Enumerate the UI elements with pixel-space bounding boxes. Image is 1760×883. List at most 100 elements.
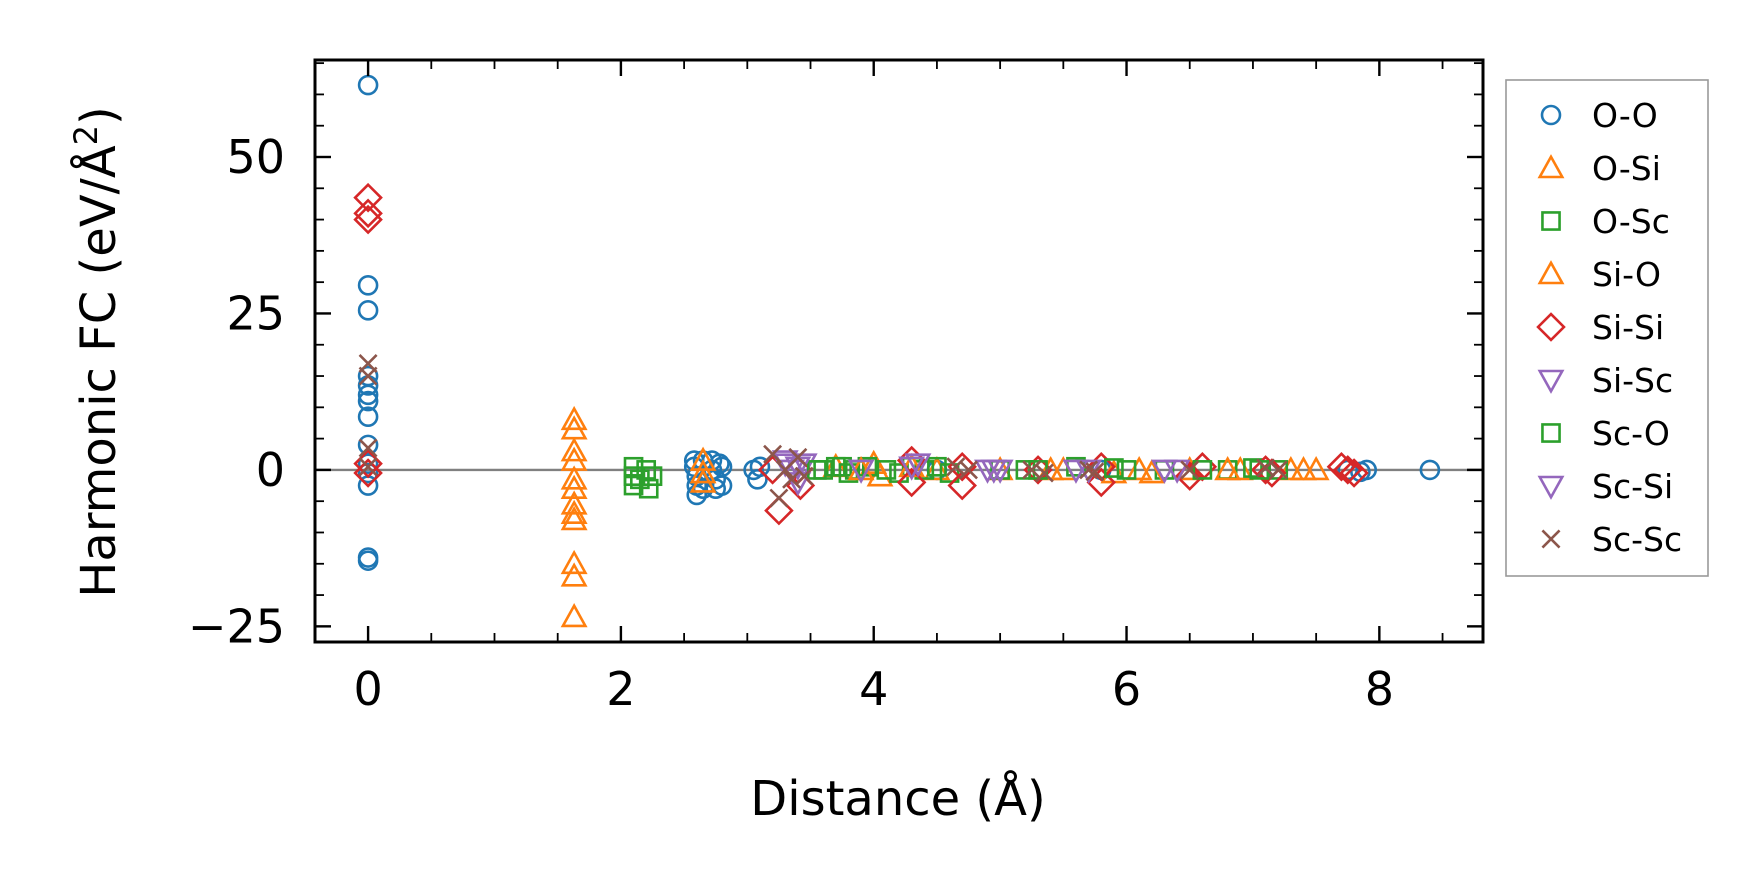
data-point-o-sc xyxy=(857,456,878,477)
y-tick-label: 0 xyxy=(256,443,285,497)
data-point-sc-sc xyxy=(788,447,808,467)
data-point-o-o xyxy=(749,456,771,478)
data-point-si-si xyxy=(1339,458,1369,488)
data-point-o-si xyxy=(560,465,588,490)
data-point-si-si xyxy=(353,458,383,488)
x-tick-label: 8 xyxy=(1365,662,1394,716)
legend-marker-o-si xyxy=(1537,154,1565,179)
data-point-sc-sc xyxy=(1034,463,1054,483)
data-point-o-si xyxy=(560,490,588,515)
data-point-o-o xyxy=(747,468,768,490)
data-point-si-sc xyxy=(898,456,926,481)
data-point-o-sc xyxy=(623,475,644,496)
data-point-o-sc xyxy=(1243,458,1263,478)
data-point-sc-sc xyxy=(769,488,789,508)
legend-marker-sc-sc xyxy=(1541,529,1561,549)
data-point-si-si xyxy=(1086,467,1117,498)
data-point-o-sc xyxy=(638,478,659,499)
data-point-sc-o xyxy=(927,456,947,477)
data-point-sc-o xyxy=(806,460,827,480)
x-tick-label: 4 xyxy=(859,662,888,716)
legend-marker-sc-o xyxy=(1541,423,1561,443)
data-point-o-o xyxy=(686,484,708,506)
data-point-o-si xyxy=(1125,455,1153,481)
data-point-si-sc xyxy=(847,459,875,484)
data-point-o-o xyxy=(357,406,379,428)
y-axis-label-superscript: 2 xyxy=(67,125,105,145)
y-tick-label: 25 xyxy=(226,286,285,340)
data-points xyxy=(353,74,1441,628)
data-point-si-sc xyxy=(790,453,818,478)
data-point-o-o xyxy=(357,453,379,474)
data-point-si-si xyxy=(353,204,383,235)
legend: O-O O-Si O-Sc Si-O Si-Si Si-Sc Sc-O Sc-Si Sc-Sc xyxy=(1505,79,1709,577)
data-point-si-si xyxy=(764,495,794,526)
data-point-sc-sc xyxy=(1079,460,1099,480)
data-point-o-si xyxy=(560,603,588,628)
legend-label-o-si: O-Si xyxy=(1592,149,1661,188)
data-point-o-o xyxy=(357,300,379,321)
data-point-si-si xyxy=(896,445,927,476)
data-point-o-si xyxy=(560,499,588,525)
data-point-sc-sc xyxy=(946,457,966,477)
data-point-o-o xyxy=(357,384,379,406)
data-point-o-si xyxy=(560,474,588,499)
data-point-sc-sc xyxy=(358,366,378,386)
legend-marker-o-o xyxy=(1540,104,1562,126)
data-point-o-sc xyxy=(642,466,663,487)
legend-label-sc-o: Sc-O xyxy=(1592,414,1670,453)
data-point-sc-sc xyxy=(763,444,783,464)
data-point-sc-si xyxy=(980,459,1008,484)
x-tick-label: 0 xyxy=(353,662,382,716)
data-point-si-o xyxy=(1214,455,1242,481)
legend-label-o-sc: O-Sc xyxy=(1592,202,1670,241)
x-tick-label: 6 xyxy=(1112,662,1141,716)
data-point-o-si xyxy=(560,405,588,431)
data-point-si-o xyxy=(1138,459,1166,484)
data-point-si-si xyxy=(896,467,927,498)
data-point-o-si xyxy=(560,549,588,575)
data-point-sc-sc xyxy=(1180,460,1200,480)
legend-marker-si-o xyxy=(1537,260,1565,285)
x-axis-label: Distance (Å) xyxy=(750,770,1045,827)
data-point-si-si xyxy=(1332,455,1363,485)
legend-marker-o-sc xyxy=(1541,211,1561,231)
y-axis-label-close: ) xyxy=(71,106,127,125)
data-point-sc-si xyxy=(904,453,932,478)
data-point-o-sc xyxy=(939,463,960,483)
data-point-sc-sc xyxy=(1085,462,1105,482)
data-point-o-o xyxy=(357,74,379,96)
data-point-o-o xyxy=(357,390,379,412)
axes: 0 2 4 6 8 −25 0 25 50 xyxy=(188,58,1485,716)
data-point-o-si xyxy=(560,437,588,462)
data-point-sc-sc xyxy=(358,438,378,458)
legend-marker-si-sc xyxy=(1537,369,1565,394)
data-point-o-o xyxy=(1356,459,1378,481)
data-point-sc-sc xyxy=(1022,460,1042,480)
x-tick-label: 2 xyxy=(606,662,635,716)
plot-frame xyxy=(313,58,1485,644)
data-point-sc-o xyxy=(825,456,846,477)
data-point-sc-sc xyxy=(358,457,378,477)
data-point-sc-o xyxy=(1104,458,1124,478)
data-point-sc-o xyxy=(1192,460,1213,480)
legend-label-si-sc: Si-Sc xyxy=(1592,361,1673,400)
data-point-o-sc xyxy=(636,460,657,480)
y-tick-label: −25 xyxy=(188,599,285,653)
data-point-si-si xyxy=(353,182,383,213)
data-point-o-sc xyxy=(1116,460,1137,480)
data-point-o-o xyxy=(1419,459,1441,481)
data-point-sc-sc xyxy=(1268,460,1288,480)
data-point-si-si xyxy=(353,198,383,229)
data-point-o-si xyxy=(560,562,588,587)
data-point-sc-sc xyxy=(794,466,814,486)
y-tick-label: 50 xyxy=(226,130,285,184)
y-axis-label: Harmonic FC (eV/Å2) xyxy=(67,106,127,598)
data-point-sc-si xyxy=(1163,459,1191,484)
legend-label-sc-sc: Sc-Sc xyxy=(1592,520,1682,559)
data-point-sc-sc xyxy=(959,460,978,480)
data-point-si-si xyxy=(947,470,977,501)
legend-label-si-o: Si-O xyxy=(1592,255,1661,294)
data-point-sc-sc xyxy=(782,469,802,489)
